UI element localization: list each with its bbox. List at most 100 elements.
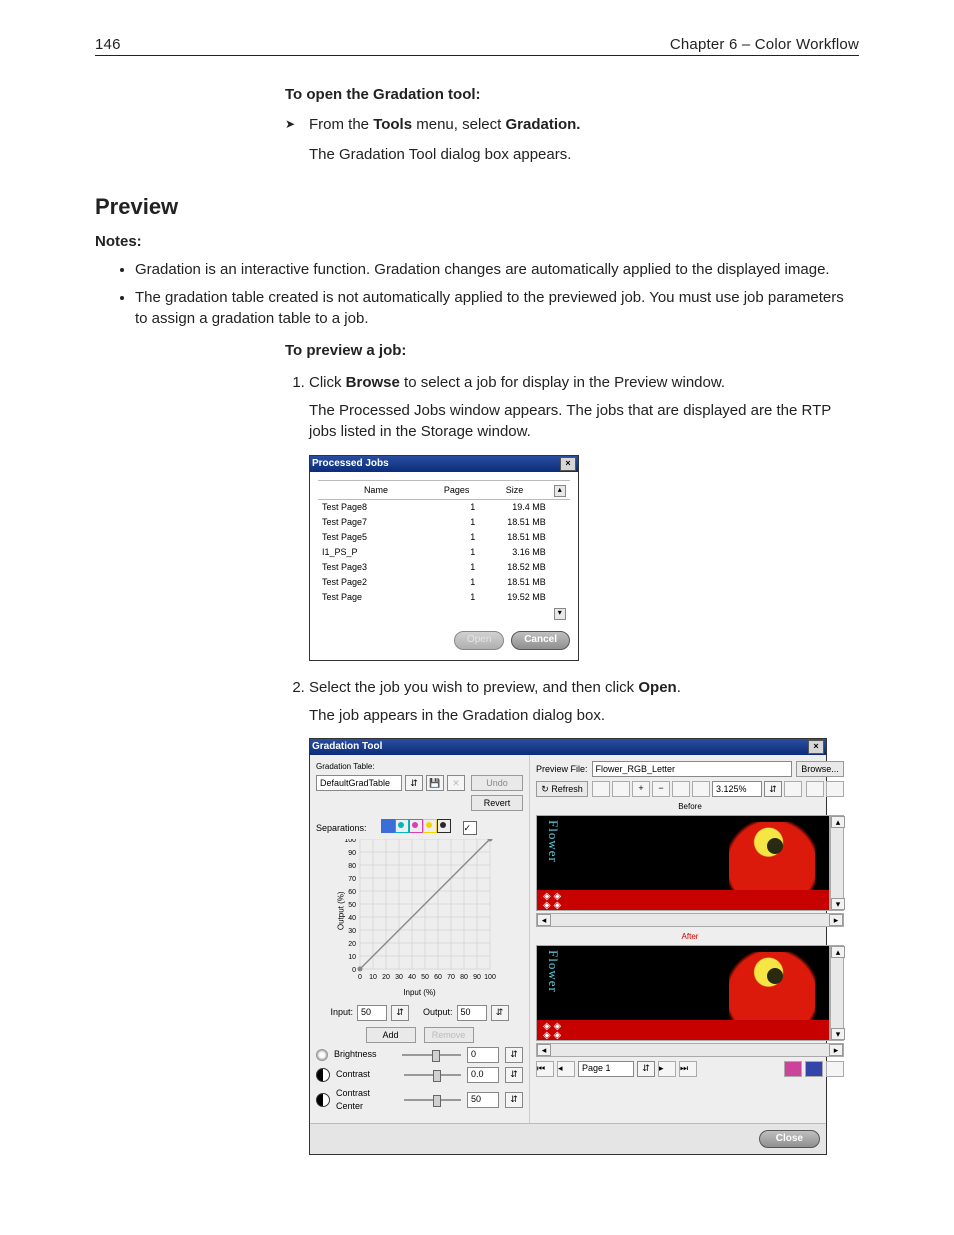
close-button[interactable]: Close (759, 1130, 820, 1149)
table-row[interactable]: Test Page3118.52 MB (318, 560, 570, 575)
zoom-field[interactable]: 3.125% (712, 781, 762, 797)
add-button[interactable]: Add (366, 1027, 416, 1043)
slider-value[interactable]: 0.0 (467, 1067, 499, 1083)
input-stepper-icon[interactable]: ⇵ (391, 1005, 409, 1021)
step-1: Click Browse to select a job for display… (309, 372, 859, 661)
slider-thumb[interactable] (433, 1070, 441, 1082)
gradation-curve-graph[interactable]: Output (%) 01020304050607080901000102030… (350, 845, 490, 985)
table-row[interactable]: Test Page8119.4 MB (318, 500, 570, 516)
close-icon[interactable]: × (560, 457, 576, 471)
col-pages[interactable]: Pages (434, 481, 479, 500)
preview-file-field[interactable]: Flower_RGB_Letter (592, 761, 792, 777)
view-mode-icon[interactable] (805, 1061, 823, 1077)
pj-header-row[interactable]: Name Pages Size ▴ (318, 481, 570, 500)
next-page-icon[interactable]: ▸ (658, 1061, 676, 1077)
scroll-up-icon[interactable]: ▴ (831, 816, 845, 828)
actual-icon[interactable] (692, 781, 710, 797)
tool-icon[interactable] (784, 781, 802, 797)
svg-text:0: 0 (352, 967, 356, 974)
separation-yellow-icon[interactable] (423, 819, 437, 833)
slider-value[interactable]: 0 (467, 1047, 499, 1063)
col-name[interactable]: Name (318, 481, 434, 500)
first-page-icon[interactable]: ⏮ (536, 1061, 554, 1077)
separation-magenta-icon[interactable] (409, 819, 423, 833)
cell-pages: 1 (434, 545, 479, 560)
col-size[interactable]: Size (479, 481, 550, 500)
separation-cyan-icon[interactable] (395, 819, 409, 833)
slider-thumb[interactable] (432, 1050, 440, 1062)
separations-label: Separations: (316, 822, 367, 835)
refresh-button[interactable]: ↻ Refresh (536, 781, 588, 797)
separation-black-icon[interactable] (437, 819, 451, 833)
layout-icon[interactable] (826, 781, 844, 797)
scroll-down-icon[interactable]: ▾ (831, 898, 845, 910)
undo-button[interactable]: Undo (471, 775, 523, 791)
slider-thumb[interactable] (433, 1095, 441, 1107)
before-preview[interactable]: Flower ◈ ◈◈ ◈ (536, 815, 830, 911)
scroll-right-icon[interactable]: ▸ (829, 914, 843, 926)
stepper-icon[interactable]: ⇵ (505, 1092, 523, 1108)
stepper-icon[interactable]: ⇵ (505, 1047, 523, 1063)
stepper-icon[interactable]: ⇵ (405, 775, 423, 791)
v-scrollbar[interactable]: ▴▾ (830, 945, 844, 1041)
gt-titlebar[interactable]: Gradation Tool × (310, 739, 826, 755)
h-scrollbar[interactable]: ◂▸ (536, 1043, 844, 1057)
prev-page-icon[interactable]: ◂ (557, 1061, 575, 1077)
after-preview[interactable]: Flower ◈ ◈◈ ◈ (536, 945, 830, 1041)
zoom-out-icon[interactable]: − (652, 781, 670, 797)
output-field[interactable]: 50 (457, 1005, 487, 1021)
view-mode-icon[interactable] (784, 1061, 802, 1077)
open-button[interactable]: Open (454, 631, 504, 650)
curve-svg: 0102030405060708090100010203040506070809… (332, 839, 502, 995)
zoom-stepper-icon[interactable]: ⇵ (764, 781, 782, 797)
tool-icon[interactable] (592, 781, 610, 797)
scroll-left-icon[interactable]: ◂ (537, 1044, 551, 1056)
sep-check-icon[interactable]: ✓ (463, 821, 477, 835)
table-row[interactable]: Test Page5118.51 MB (318, 530, 570, 545)
scroll-right-icon[interactable]: ▸ (829, 1044, 843, 1056)
scroll-up-icon[interactable]: ▴ (550, 481, 570, 500)
scroll-left-icon[interactable]: ◂ (537, 914, 551, 926)
remove-button[interactable]: Remove (424, 1027, 474, 1043)
v-scrollbar[interactable]: ▴▾ (830, 815, 844, 911)
table-row[interactable]: Test Page2118.51 MB (318, 575, 570, 590)
table-row[interactable]: I1_PS_P13.16 MB (318, 545, 570, 560)
cancel-button[interactable]: Cancel (511, 631, 570, 650)
layout-icon[interactable] (806, 781, 824, 797)
cell-pages: 1 (434, 515, 479, 530)
txt: Select the job you wish to preview, and … (309, 679, 638, 696)
view-mode-icon[interactable] (826, 1061, 844, 1077)
delete-icon[interactable]: ✕ (447, 775, 465, 791)
page-number: 146 (95, 36, 121, 53)
last-page-icon[interactable]: ⏭ (679, 1061, 697, 1077)
slider-value[interactable]: 50 (467, 1092, 499, 1108)
browse-button[interactable]: Browse... (796, 761, 844, 777)
scroll-down-icon[interactable]: ▾ (831, 1028, 845, 1040)
fit-icon[interactable] (672, 781, 690, 797)
output-stepper-icon[interactable]: ⇵ (491, 1005, 509, 1021)
zoom-in-icon[interactable]: + (632, 781, 650, 797)
stepper-icon[interactable]: ⇵ (505, 1067, 523, 1083)
grad-table-select[interactable]: DefaultGradTable (316, 775, 402, 791)
slider-track[interactable] (404, 1099, 461, 1101)
save-icon[interactable]: 💾 (426, 775, 444, 791)
flower-text: Flower (543, 820, 562, 863)
page-stepper-icon[interactable]: ⇵ (637, 1061, 655, 1077)
separation-cmyk-icon[interactable] (381, 819, 395, 833)
h-scrollbar[interactable]: ◂▸ (536, 913, 844, 927)
slider-track[interactable] (402, 1054, 461, 1056)
input-field[interactable]: 50 (357, 1005, 387, 1021)
revert-button[interactable]: Revert (471, 795, 523, 811)
pj-titlebar[interactable]: Processed Jobs × (310, 456, 578, 472)
slider-track[interactable] (404, 1074, 461, 1076)
menu-gradation: Gradation. (505, 116, 580, 133)
scroll-up-icon[interactable]: ▴ (831, 946, 845, 958)
scroll-down-icon[interactable]: ▾ (550, 605, 570, 621)
close-icon[interactable]: × (808, 740, 824, 754)
tool-icon[interactable] (612, 781, 630, 797)
table-row[interactable]: Test Page119.52 MB (318, 590, 570, 605)
open-tool-step: From the Tools menu, select Gradation. (309, 114, 859, 136)
page-field[interactable]: Page 1 (578, 1061, 634, 1077)
svg-text:30: 30 (348, 928, 356, 935)
table-row[interactable]: Test Page7118.51 MB (318, 515, 570, 530)
